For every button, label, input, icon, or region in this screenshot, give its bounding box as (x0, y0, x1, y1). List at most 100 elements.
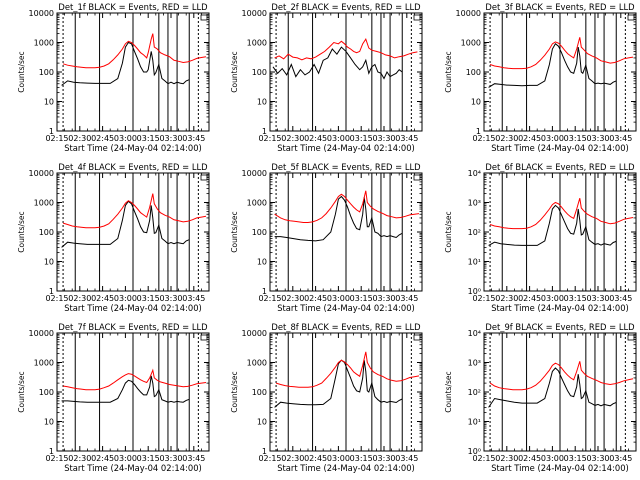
x-axis-label: Start Time (24-May-04 02:14:00) (277, 143, 415, 153)
legend-box-marker (200, 334, 208, 341)
x-tick-label: 03:15 (350, 134, 373, 143)
x-tick-label: 02:30 (68, 454, 91, 463)
x-tick-label: 03:00 (114, 294, 137, 303)
y-tick-label: 100 (252, 228, 267, 237)
y-tick-label: 1000 (34, 39, 54, 48)
y-tick-label: 10³ (468, 199, 481, 208)
y-tick-label: 1 (476, 127, 481, 136)
x-tick-label: 02:15 (45, 134, 68, 143)
panel-title: Det_6f BLACK = Events, RED = LLD (485, 162, 634, 172)
x-tick-label: 03:15 (564, 134, 587, 143)
y-tick-label: 100 (252, 388, 267, 397)
panel-title: Det_5f BLACK = Events, RED = LLD (271, 162, 420, 172)
y-tick-label: 1 (49, 127, 54, 136)
detector-panel-1: Det_1f BLACK = Events, RED = LLD 1 10 100 10… (17, 2, 210, 153)
x-tick-label: 02:15 (472, 294, 495, 303)
y-tick-label: 100 (252, 68, 267, 77)
y-tick-label: 100 (39, 228, 54, 237)
y-axis-label: Counts/sec (17, 371, 26, 412)
x-axis-label: Start Time (24-May-04 02:14:00) (491, 143, 629, 153)
x-tick-label: 03:00 (114, 134, 137, 143)
x-tick-label: 03:00 (327, 134, 350, 143)
series-events-line (272, 46, 403, 80)
series-lld-line (489, 361, 634, 391)
y-tick-label: 1000 (461, 39, 481, 48)
x-tick-label: 02:30 (281, 454, 304, 463)
x-axis-label: Start Time (24-May-04 02:14:00) (277, 303, 415, 313)
x-tick-label: 03:30 (372, 134, 395, 143)
y-tick-label: 100 (466, 68, 481, 77)
y-tick-label: 10⁴ (468, 329, 481, 338)
y-tick-label: 100 (39, 68, 54, 77)
y-tick-label: 1000 (34, 359, 54, 368)
y-tick-label: 1000 (247, 199, 267, 208)
x-tick-label: 02:15 (258, 294, 281, 303)
series-lld-line (63, 368, 207, 391)
x-tick-label: 03:45 (395, 454, 418, 463)
x-tick-label: 03:45 (182, 454, 205, 463)
x-tick-label: 03:00 (327, 294, 350, 303)
x-tick-label: 03:45 (182, 294, 205, 303)
y-tick-label: 10 (44, 418, 54, 427)
x-tick-label: 03:45 (395, 294, 418, 303)
y-tick-label: 1 (262, 127, 267, 136)
panel-title: Det_2f BLACK = Events, RED = LLD (271, 2, 420, 12)
x-tick-label: 02:15 (45, 294, 68, 303)
x-tick-label: 02:30 (68, 294, 91, 303)
series-lld-line (275, 351, 420, 388)
legend-box-marker (200, 174, 208, 181)
x-tick-label: 02:45 (518, 134, 541, 143)
x-tick-label: 03:15 (350, 294, 373, 303)
x-tick-label: 03:15 (137, 294, 160, 303)
y-tick-label: 1 (49, 287, 54, 296)
x-tick-label: 02:30 (495, 294, 518, 303)
legend-box-marker (627, 334, 635, 341)
x-tick-label: 03:45 (395, 134, 418, 143)
y-tick-label: 10⁰ (468, 287, 481, 296)
series-lld-line (489, 37, 634, 70)
y-tick-label: 1 (49, 447, 54, 456)
y-tick-label: 1000 (34, 199, 54, 208)
x-tick-label: 03:00 (541, 294, 564, 303)
x-tick-label: 02:30 (68, 134, 91, 143)
x-tick-label: 02:45 (91, 294, 114, 303)
y-tick-label: 10000 (29, 329, 54, 338)
detector-panel-3: Det_3f BLACK = Events, RED = LLD 1 10 100 10… (444, 2, 637, 153)
detector-panel-6: Det_6f BLACK = Events, RED = LLD 10⁰ 10¹ 10… (444, 162, 637, 313)
x-tick-label: 02:45 (518, 454, 541, 463)
x-axis-label: Start Time (24-May-04 02:14:00) (64, 143, 202, 153)
y-axis-label: Counts/sec (444, 371, 453, 412)
y-tick-label: 10000 (242, 169, 267, 178)
x-tick-label: 02:15 (472, 134, 495, 143)
x-tick-label: 03:30 (159, 454, 182, 463)
x-tick-label: 02:45 (91, 454, 114, 463)
y-tick-label: 10¹ (468, 258, 481, 267)
y-tick-label: 1 (262, 447, 267, 456)
x-tick-label: 03:15 (137, 134, 160, 143)
x-tick-label: 02:30 (495, 454, 518, 463)
detector-panel-5: Det_5f BLACK = Events, RED = LLD 1 10 100 10… (230, 162, 423, 313)
y-tick-label: 1000 (247, 39, 267, 48)
series-events-line (61, 200, 190, 248)
y-axis-label: Counts/sec (17, 211, 26, 252)
x-tick-label: 02:30 (281, 134, 304, 143)
y-axis-label: Counts/sec (444, 51, 453, 92)
x-axis-label: Start Time (24-May-04 02:14:00) (491, 463, 629, 473)
y-tick-label: 1000 (247, 359, 267, 368)
x-tick-label: 02:45 (304, 454, 327, 463)
panel-title: Det_8f BLACK = Events, RED = LLD (271, 322, 420, 332)
y-axis-label: Counts/sec (230, 371, 239, 412)
panel-title: Det_1f BLACK = Events, RED = LLD (58, 2, 207, 12)
x-tick-label: 03:45 (609, 134, 632, 143)
x-tick-label: 02:30 (281, 294, 304, 303)
detector-panel-2: Det_2f BLACK = Events, RED = LLD 1 10 100 10… (230, 2, 423, 153)
detector-panel-8: Det_8f BLACK = Events, RED = LLD 1 10 100 10… (230, 322, 423, 473)
series-events-line (274, 359, 403, 408)
x-tick-label: 03:00 (541, 134, 564, 143)
x-tick-label: 02:45 (304, 294, 327, 303)
y-tick-label: 10³ (468, 359, 481, 368)
x-tick-label: 03:45 (182, 134, 205, 143)
legend-box-marker (413, 174, 421, 181)
series-events-line (488, 204, 617, 246)
x-tick-label: 02:45 (304, 134, 327, 143)
